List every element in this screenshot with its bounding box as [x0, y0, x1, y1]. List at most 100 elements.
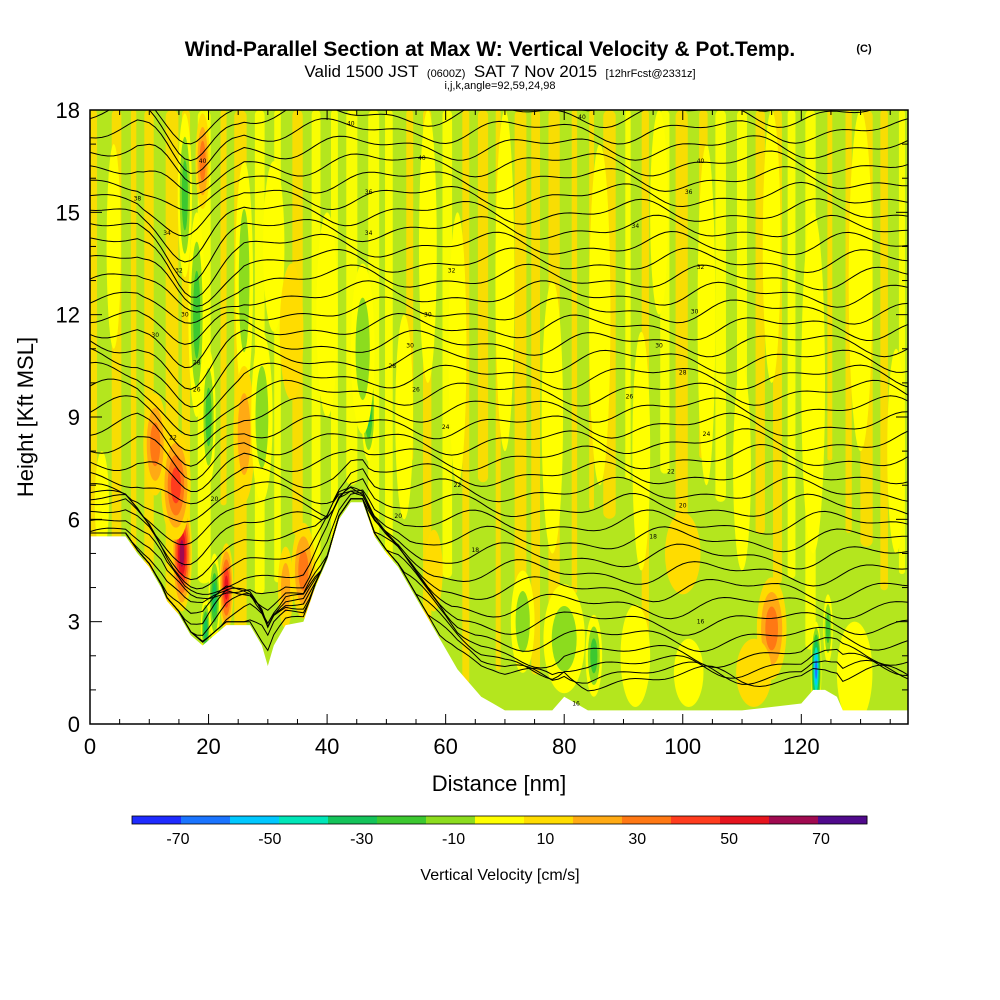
velocity-cell [495, 110, 515, 452]
contour-label: 26 [412, 387, 420, 394]
velocity-level [590, 638, 598, 674]
velocity-streak [514, 110, 527, 656]
theta-contour [90, 395, 908, 452]
x-axis-label: Distance [nm] [432, 771, 567, 796]
contour-label: 22 [454, 482, 462, 489]
velocity-cell [589, 144, 611, 486]
velocity-cell [733, 365, 751, 571]
theta-contour [90, 498, 908, 620]
subtitle-forecast: [12hrFcst@2331z] [606, 68, 696, 80]
contour-label: 24 [703, 431, 711, 438]
velocity-streak [880, 110, 888, 591]
velocity-streak [787, 110, 796, 579]
theta-contour [90, 361, 908, 423]
velocity-level [395, 314, 414, 520]
velocity-streak [531, 110, 541, 675]
velocity-cell [279, 263, 304, 400]
velocity-level [515, 590, 530, 653]
contour-label: 16 [572, 701, 580, 708]
contour-label: 30 [181, 312, 189, 319]
theta-contour [90, 459, 908, 505]
colorbar-swatch [524, 816, 574, 824]
colorbar-swatch [181, 816, 231, 824]
colorbar: -70 -50 -30 -10 10 30 50 70 [131, 815, 868, 848]
theta-contour [90, 486, 908, 590]
colorbar-swatch [377, 816, 427, 824]
theta-contour [90, 329, 908, 390]
velocity-level [815, 659, 818, 679]
contour-label: 36 [365, 189, 373, 196]
colorbar-swatch [426, 816, 476, 824]
x-tick-label: 20 [196, 734, 220, 759]
colorbar-tick-label: -70 [166, 831, 189, 848]
title-mark: (C) [856, 43, 872, 55]
velocity-cell [736, 638, 772, 707]
velocity-streak [144, 110, 154, 574]
theta-contour [90, 498, 908, 636]
velocity-cell [143, 393, 168, 496]
velocity-cell [585, 614, 603, 697]
contour-label: 18 [649, 533, 657, 540]
velocity-streak [675, 110, 688, 532]
colorbar-frame [131, 815, 868, 825]
colorbar-swatch [818, 816, 868, 824]
contour-label: 34 [163, 230, 171, 237]
velocity-cell [350, 263, 375, 435]
contour-label: 40 [578, 114, 586, 121]
theta-contour [90, 486, 908, 595]
velocity-cell [418, 110, 437, 383]
theta-contour [90, 411, 908, 467]
velocity-level [495, 110, 515, 452]
velocity-cell [848, 110, 873, 452]
colorbar-swatch [475, 816, 525, 824]
theta-contour [90, 490, 908, 581]
velocity-cell [510, 570, 535, 673]
theta-contour [90, 492, 908, 604]
velocity-cell [195, 113, 210, 209]
colorbar-swatch [573, 816, 623, 824]
theta-contour [90, 150, 908, 195]
velocity-streak [715, 110, 726, 502]
theta-contour [90, 247, 908, 307]
theta-contour [90, 498, 908, 685]
contour-label: 40 [199, 158, 207, 165]
velocity-cell [887, 348, 906, 554]
chart-title: Wind-Parallel Section at Max W: Vertical… [185, 38, 796, 61]
contour-label: 30 [406, 342, 414, 349]
theta-contour [90, 498, 908, 669]
y-tick-label: 15 [56, 200, 80, 225]
velocity-streak [571, 110, 578, 594]
contour-label: 22 [667, 469, 675, 476]
theta-contour [90, 345, 908, 408]
velocity-cell [801, 212, 826, 554]
theta-contour [90, 489, 908, 566]
velocity-level [551, 605, 577, 672]
velocity-level [736, 638, 772, 707]
contour-label: 20 [679, 503, 687, 510]
velocity-level [171, 467, 181, 504]
x-tick-label: 100 [664, 734, 701, 759]
velocity-level [887, 348, 906, 554]
contour-label: 40 [697, 158, 705, 165]
velocity-cell [208, 553, 221, 643]
velocity-streak [90, 110, 98, 585]
colorbar-swatch [132, 816, 182, 824]
colorbar-tick-label: 50 [720, 831, 738, 848]
contour-label: 32 [448, 267, 456, 274]
theta-contour [90, 498, 908, 680]
contour-label: 30 [424, 312, 432, 319]
theta-contour [90, 230, 908, 298]
colorbar-tick-label: -10 [442, 831, 465, 848]
velocity-streak [625, 110, 631, 480]
velocity-level [418, 110, 437, 383]
velocity-cell [235, 161, 254, 400]
colorbar-tick-label: -50 [258, 831, 281, 848]
colorbar-tick-label: 30 [628, 831, 646, 848]
subtitle-valid: Valid 1500 JST [304, 62, 418, 81]
subtitle-date: SAT 7 Nov 2015 [474, 62, 597, 81]
velocity-level [316, 212, 338, 417]
colorbar-swatch [720, 816, 770, 824]
contour-label: 28 [388, 363, 396, 370]
theta-contour-labels: 40 40 40 40 40 38 36 36 34 34 34 32 32 32 30 30 30 30 30 30… [134, 114, 711, 708]
